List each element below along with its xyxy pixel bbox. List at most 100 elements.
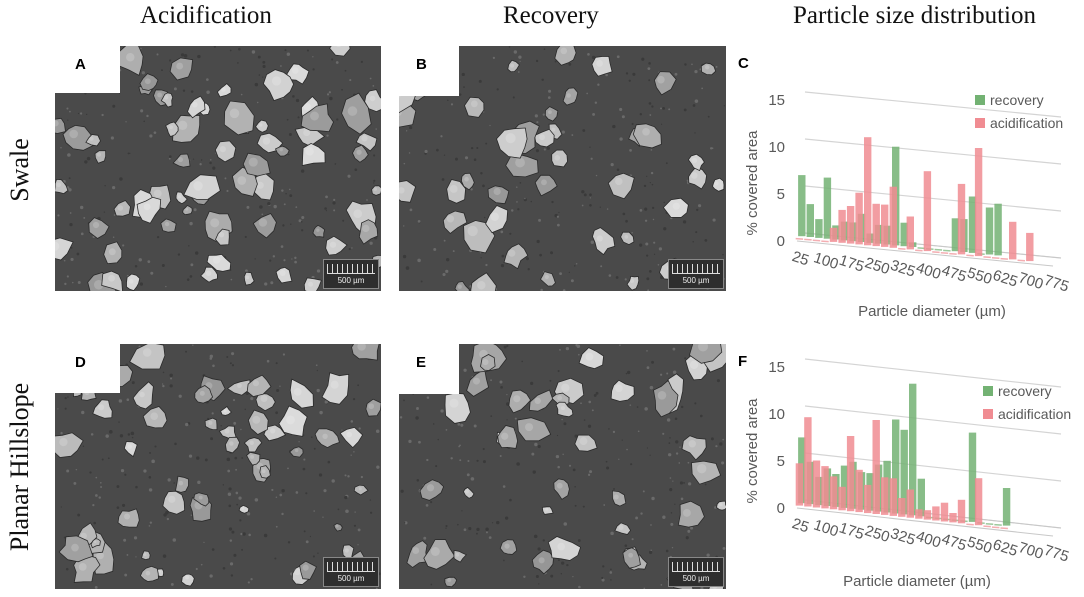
sem-speckle <box>570 279 574 283</box>
sem-particle <box>497 425 519 449</box>
sem-speckle <box>131 381 135 385</box>
sem-speckle <box>173 87 177 91</box>
sem-particle <box>289 378 314 409</box>
sem-speckle <box>172 538 177 542</box>
sem-particle-highlight <box>303 102 311 111</box>
sem-speckle <box>105 434 109 438</box>
sem-particle-highlight <box>286 415 295 425</box>
sem-speckle <box>447 99 449 101</box>
sem-image-panel-d: D 500 µm <box>55 344 381 589</box>
sem-speckle <box>271 488 274 492</box>
sem-speckle <box>85 113 88 116</box>
sem-speckle <box>563 522 568 526</box>
sem-speckle <box>597 83 600 86</box>
sem-particle <box>62 124 94 151</box>
sem-speckle <box>549 379 552 382</box>
sem-speckle <box>442 272 446 277</box>
sem-speckle <box>648 62 651 65</box>
sem-particle-highlight <box>208 420 213 425</box>
bar-acidification <box>812 239 821 242</box>
sem-speckle <box>491 522 494 524</box>
sem-particle <box>496 127 528 159</box>
floor-front-line <box>796 507 1054 537</box>
sem-speckle <box>631 122 634 125</box>
sem-speckle <box>701 87 704 90</box>
sem-speckle <box>107 457 110 460</box>
sem-speckle <box>722 438 725 441</box>
sem-speckle <box>292 95 295 98</box>
sem-particle <box>463 220 496 254</box>
bar-recovery <box>798 175 806 237</box>
sem-speckle <box>113 214 116 216</box>
sem-speckle <box>425 504 429 507</box>
sem-speckle <box>162 371 165 374</box>
y-tick-label: 10 <box>768 139 785 156</box>
sem-speckle <box>261 213 264 216</box>
sem-particle <box>132 381 154 410</box>
sem-speckle <box>610 568 612 571</box>
sem-speckle <box>95 476 98 479</box>
sem-speckle <box>262 60 266 64</box>
sem-speckle <box>206 78 209 81</box>
sem-speckle <box>556 434 559 437</box>
panel-label-a: A <box>75 56 86 73</box>
bar-acidification <box>855 469 863 513</box>
sem-particle-highlight <box>505 133 516 144</box>
y-tick-label: 10 <box>768 406 785 423</box>
sem-speckle <box>560 573 563 575</box>
sem-speckle <box>131 436 134 439</box>
sem-speckle <box>665 162 668 165</box>
sem-speckle <box>77 513 81 517</box>
sem-speckle <box>101 458 104 461</box>
sem-speckle <box>558 211 560 214</box>
sem-speckle <box>629 149 632 152</box>
sem-speckle <box>344 69 347 72</box>
sem-speckle <box>466 473 470 477</box>
sem-speckle <box>445 527 447 529</box>
sem-speckle <box>615 276 619 279</box>
sem-speckle <box>592 112 596 116</box>
sem-speckle <box>684 63 687 66</box>
sem-speckle <box>532 470 536 474</box>
sem-speckle <box>666 372 669 375</box>
sem-particle <box>243 437 263 453</box>
sem-particle <box>574 434 598 452</box>
sem-particle <box>88 217 110 239</box>
bar-acidification <box>1000 527 1008 530</box>
sem-speckle <box>709 147 713 150</box>
sem-speckle <box>572 468 576 472</box>
sem-speckle <box>119 434 124 438</box>
sem-speckle <box>657 263 660 266</box>
sem-particle-highlight <box>613 494 619 500</box>
sem-speckle <box>161 383 164 385</box>
bar-acidification <box>915 249 923 252</box>
sem-speckle <box>281 512 284 516</box>
bar-recovery <box>985 522 994 525</box>
sem-particle-highlight <box>178 480 184 486</box>
sem-speckle <box>679 481 683 485</box>
sem-speckle <box>698 204 702 208</box>
sem-particle <box>653 379 679 418</box>
sem-speckle <box>635 516 639 520</box>
legend-swatch-recovery <box>983 386 993 396</box>
chart-panel-c: 0 5 10 15 25 100 175 250 325 400 475 550 625 700 775 % … <box>735 48 1080 330</box>
sem-particle-highlight <box>642 127 650 136</box>
sem-speckle <box>568 464 572 467</box>
chart-panel-f: 0 5 10 15 25 100 175 250 325 400 475 550 625 700 775 % … <box>735 346 1080 592</box>
sem-particle <box>622 547 641 569</box>
sem-speckle <box>671 546 674 549</box>
sem-speckle <box>200 563 203 566</box>
sem-speckle <box>83 216 86 219</box>
sem-speckle <box>450 103 454 106</box>
sem-speckle <box>506 393 508 396</box>
sem-image-panel-a: A 500 µm <box>55 46 381 291</box>
sem-particle-highlight <box>269 428 276 434</box>
sem-speckle <box>322 516 324 518</box>
sem-speckle <box>236 503 239 506</box>
sem-particle-highlight <box>69 129 79 139</box>
sem-particle-highlight <box>303 129 311 137</box>
sem-speckle <box>691 63 693 66</box>
sem-speckle <box>557 465 560 469</box>
sem-speckle <box>303 530 306 533</box>
sem-speckle <box>417 219 421 223</box>
